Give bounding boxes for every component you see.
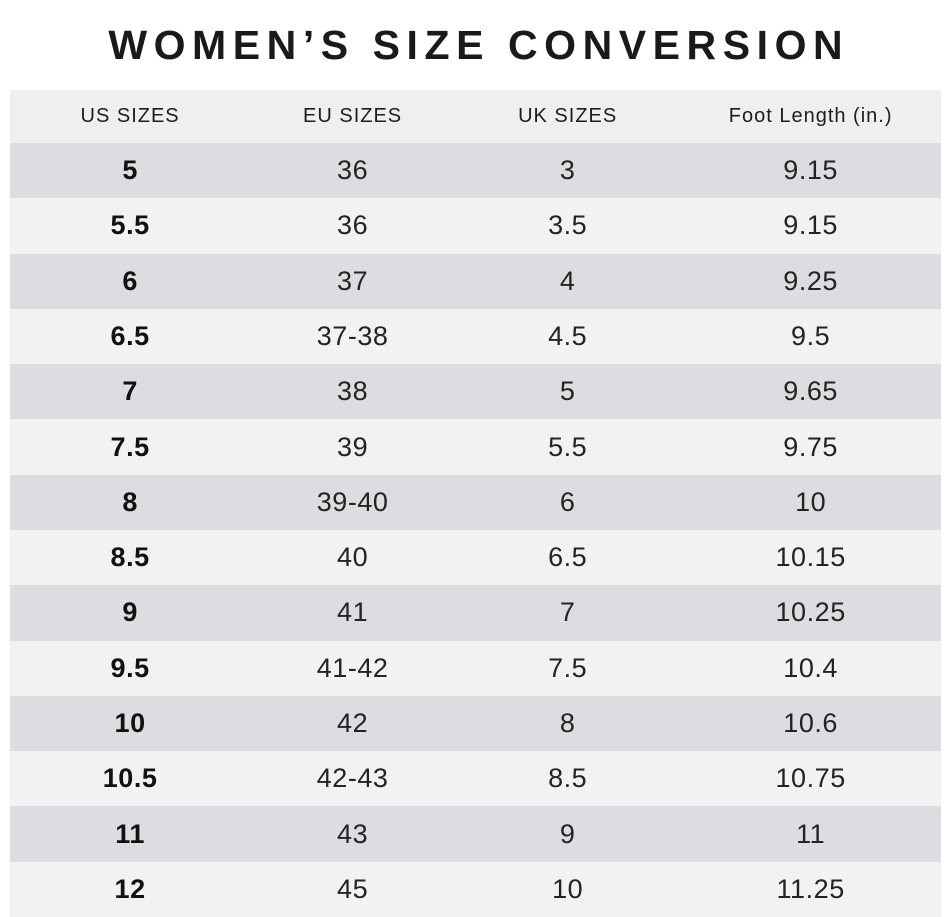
cell-eu-size: 39 [337,431,369,462]
cell-uk-size: 7 [559,597,576,628]
cell-eu-size: 42 [337,707,369,738]
cell-us-size: 7.5 [110,431,150,462]
cell-eu-size: 36 [337,155,369,186]
cell-uk-size: 8.5 [548,763,588,794]
cell-foot-length: 9.25 [783,265,838,296]
table-row: 9 41 7 10.25 [10,585,941,641]
cell-foot-length: 11 [796,818,826,849]
table-row: 7 38 5 9.65 [10,364,941,420]
cell-uk-size: 3.5 [548,210,588,241]
table-row: 5.5 36 3.5 9.15 [10,198,941,254]
table-row: 8 39-40 6 10 [10,474,941,530]
cell-foot-length: 9.65 [783,376,838,407]
header-cell-eu-sizes: EU SIZES [303,105,403,127]
cell-uk-size: 8 [559,707,576,738]
cell-eu-size: 36 [337,210,369,241]
cell-us-size: 10 [114,707,146,738]
cell-eu-size: 43 [337,818,369,849]
cell-foot-length: 9.15 [783,155,838,186]
cell-us-size: 6.5 [110,320,150,351]
cell-uk-size: 5.5 [548,431,588,462]
cell-eu-size: 41 [337,597,369,628]
cell-us-size: 5.5 [110,210,150,241]
table-row: 9.5 41-42 7.5 10.4 [10,640,941,696]
cell-foot-length: 9.75 [783,431,838,462]
cell-eu-size: 45 [337,873,369,904]
cell-uk-size: 6.5 [548,542,588,573]
cell-eu-size: 41-42 [316,652,389,683]
table-row: 6 37 4 9.25 [10,253,941,309]
cell-uk-size: 6 [559,486,576,517]
cell-us-size: 8 [122,486,138,517]
cell-foot-length: 10.15 [775,542,846,573]
table-row: 11 43 9 11 [10,806,941,862]
cell-eu-size: 37-38 [316,320,389,351]
cell-uk-size: 5 [559,376,576,407]
cell-us-size: 5 [122,155,138,186]
header-cell-foot-length: Foot Length (in.) [728,105,893,127]
cell-eu-size: 39-40 [316,486,389,517]
cell-us-size: 7 [122,376,138,407]
table-row: 10.5 42-43 8.5 10.75 [10,751,941,807]
table-row: 12 45 10 11.25 [10,861,941,917]
title-section: WOMEN’S SIZE CONVERSION [0,0,951,90]
cell-foot-length: 9.15 [783,210,838,241]
header-cell-uk-sizes: UK SIZES [518,105,618,127]
cell-eu-size: 40 [337,542,369,573]
table-row: 6.5 37-38 4.5 9.5 [10,308,941,365]
cell-foot-length: 10.75 [775,763,846,794]
cell-foot-length: 10.4 [783,652,838,683]
header-cell-us-sizes: US SIZES [80,105,180,127]
table-row: 10 42 8 10.6 [10,695,941,752]
table-header-row: US SIZES EU SIZES UK SIZES Foot Length (… [10,90,941,143]
cell-uk-size: 9 [559,818,576,849]
cell-eu-size: 42-43 [316,763,389,794]
page-title: WOMEN’S SIZE CONVERSION [108,21,850,68]
cell-foot-length: 10 [795,486,827,517]
cell-us-size: 9 [122,597,138,628]
cell-uk-size: 10 [552,873,584,904]
cell-uk-size: 3 [559,155,576,186]
cell-foot-length: 9.5 [791,320,831,351]
table-row: 8.5 40 6.5 10.15 [10,529,941,586]
cell-us-size: 8.5 [110,542,150,573]
cell-us-size: 11 [115,818,145,849]
cell-uk-size: 4.5 [548,320,588,351]
cell-us-size: 6 [122,265,138,296]
table-body: 5 36 3 9.15 5.5 36 3.5 9.15 6 37 4 9.25 [10,143,941,917]
cell-foot-length: 10.25 [775,597,846,628]
size-conversion-table: US SIZES EU SIZES UK SIZES Foot Length (… [10,90,941,917]
cell-us-size: 12 [114,873,146,904]
cell-us-size: 10.5 [102,763,158,794]
cell-foot-length: 11.25 [776,873,845,904]
cell-uk-size: 7.5 [548,652,588,683]
table-row: 5 36 3 9.15 [10,143,941,199]
table-row: 7.5 39 5.5 9.75 [10,419,941,475]
cell-uk-size: 4 [559,265,576,296]
cell-eu-size: 37 [337,265,369,296]
cell-foot-length: 10.6 [783,707,838,738]
cell-eu-size: 38 [337,376,369,407]
cell-us-size: 9.5 [110,652,150,683]
